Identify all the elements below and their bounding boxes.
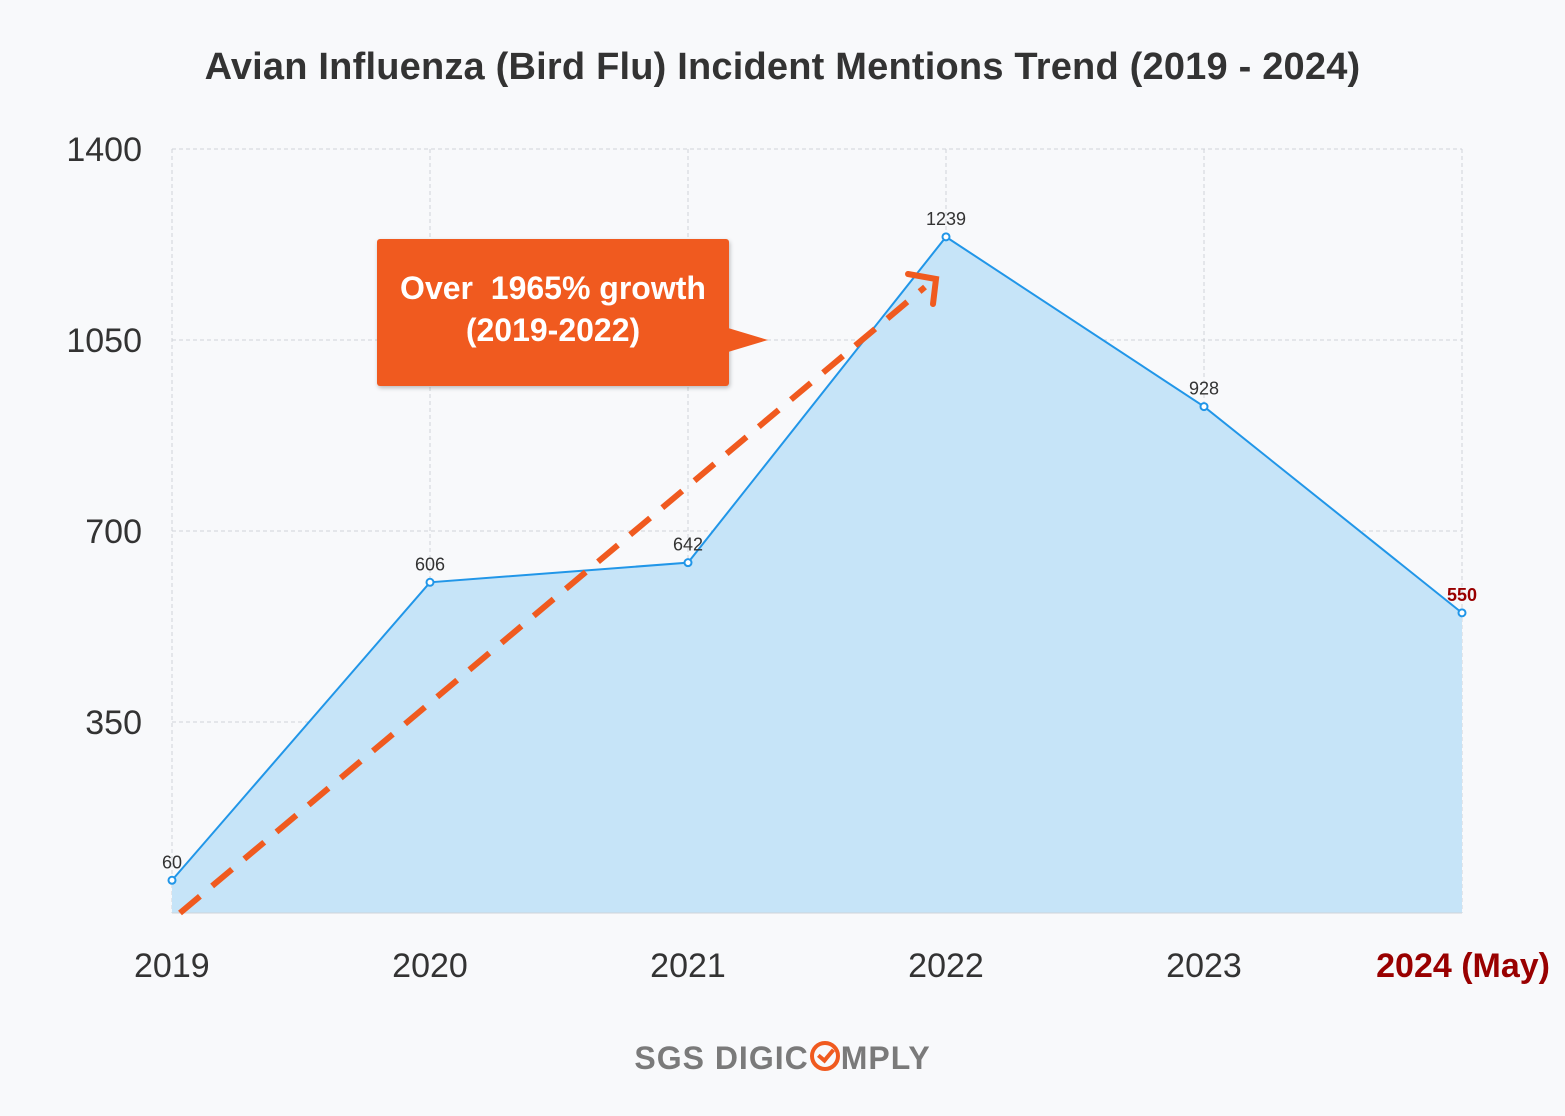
x-tick-label: 2022 (908, 947, 984, 985)
data-point (683, 558, 693, 568)
x-tick-label: 2021 (650, 947, 726, 985)
x-tick-label: 2023 (1166, 947, 1242, 985)
x-tick-label: 2019 (134, 947, 210, 985)
data-point (941, 232, 951, 242)
callout-pointer (728, 328, 768, 352)
data-point (167, 875, 177, 885)
data-point (1457, 608, 1467, 618)
y-axis-labels: 350 700 1050 1400 (66, 131, 142, 742)
data-label: 642 (673, 535, 703, 555)
x-tick-label: 2020 (392, 947, 468, 985)
y-tick-label: 700 (85, 513, 142, 551)
check-circle-icon (809, 1041, 840, 1071)
chart-title: Avian Influenza (Bird Flu) Incident Ment… (204, 46, 1361, 88)
data-label: 60 (162, 852, 182, 872)
data-label: 550 (1447, 585, 1477, 605)
brand-logo: SGS DIGIC MPLY (0, 1040, 1565, 1077)
data-label: 1239 (926, 209, 966, 229)
x-tick-label: 2024 (May) (1376, 947, 1550, 985)
brand-text-left: SGS DIGIC (634, 1040, 809, 1076)
y-tick-label: 1400 (66, 131, 142, 169)
data-point (1199, 402, 1209, 412)
x-axis-labels: 2019 2020 2021 2022 2023 2024 (May) (134, 947, 1550, 985)
area-fill (172, 236, 1462, 914)
data-point (425, 577, 435, 587)
trend-arrow (178, 271, 940, 916)
data-label: 606 (415, 554, 445, 574)
trend-arrow-shaft (178, 284, 927, 916)
data-points: 60 606 642 1239 928 550 (162, 209, 1477, 885)
y-tick-label: 350 (85, 704, 142, 742)
growth-callout: Over 1965% growth (2019-2022) (377, 239, 729, 386)
series-line (171, 235, 1463, 881)
brand-text-right: MPLY (840, 1040, 931, 1076)
y-tick-label: 1050 (66, 322, 142, 360)
area-layer (171, 235, 1463, 914)
data-label: 928 (1189, 379, 1219, 399)
trend-arrow-head (905, 271, 940, 307)
